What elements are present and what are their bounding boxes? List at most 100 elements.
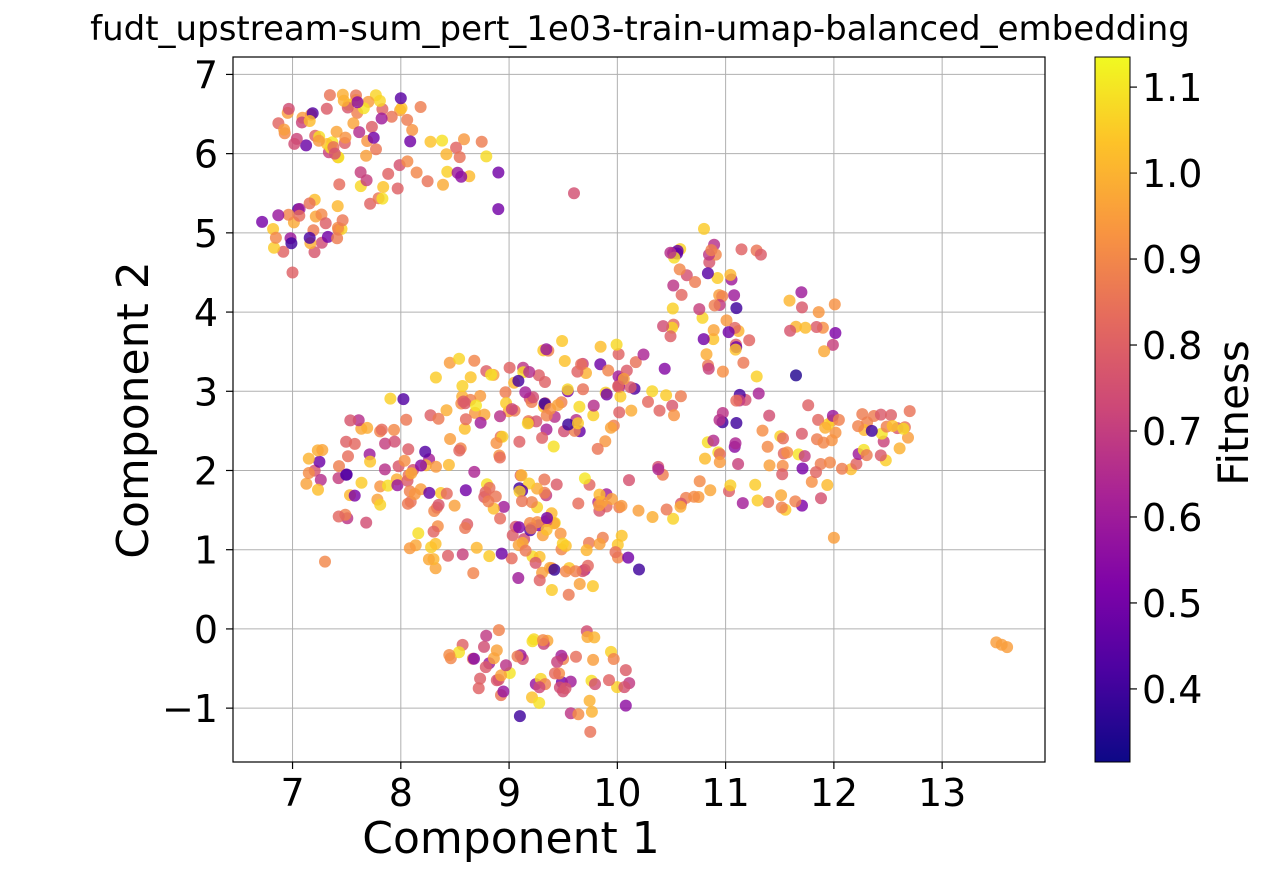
scatter-point — [775, 501, 788, 514]
scatter-point — [303, 231, 316, 244]
scatter-point — [293, 209, 306, 222]
scatter-point — [583, 694, 596, 707]
scatter-point — [540, 343, 553, 356]
scatter-point — [321, 230, 334, 243]
scatter-point — [812, 413, 825, 426]
scatter-point — [475, 135, 488, 148]
scatter-point — [667, 279, 680, 292]
scatter-point — [664, 330, 677, 343]
scatter-point — [615, 529, 628, 542]
scatter-point — [728, 289, 741, 302]
scatter-point — [513, 485, 526, 498]
scatter-point — [605, 493, 618, 505]
scatter-point — [618, 681, 631, 694]
y-axis-ticks: −1 0 1 2 3 4 5 6 7 — [162, 53, 233, 731]
chart-title: fudt_upstream-sum_pert_1e03-train-umap-b… — [90, 9, 1190, 49]
scatter-point — [545, 584, 558, 596]
scatter-point — [285, 237, 298, 250]
y-tick-label: 5 — [194, 212, 218, 256]
scatter-point — [580, 544, 593, 557]
x-tick-label: 13 — [918, 771, 966, 815]
scatter-point — [453, 646, 465, 659]
scatter-point — [401, 497, 414, 510]
scatter-point — [752, 387, 765, 400]
scatter-point — [300, 139, 313, 152]
scatter-point — [353, 126, 366, 139]
scatter-point — [548, 667, 561, 680]
scatter-point — [865, 424, 878, 437]
x-axis-label: Component 1 — [362, 813, 659, 864]
scatter-point — [388, 435, 401, 448]
scatter-point — [637, 348, 650, 361]
scatter-point — [795, 427, 808, 440]
scatter-point — [401, 113, 414, 126]
scatter-point — [497, 685, 510, 698]
scatter-point — [705, 244, 718, 257]
scatter-point — [562, 588, 575, 601]
scatter-point — [815, 492, 827, 505]
scatter-point — [652, 463, 665, 476]
scatter-point — [453, 352, 466, 365]
scatter-point — [374, 498, 387, 511]
scatter-point — [829, 327, 842, 339]
scatter-point — [600, 388, 613, 401]
scatter-point — [581, 631, 594, 643]
scatter-point — [587, 399, 600, 412]
scatter-point — [761, 440, 774, 453]
x-tick-label: 11 — [701, 771, 749, 815]
scatter-point — [551, 655, 564, 668]
scatter-point — [529, 556, 542, 569]
scatter-point — [441, 165, 454, 178]
scatter-point — [673, 263, 686, 276]
scatter-point — [360, 174, 373, 187]
scatter-point — [893, 442, 906, 455]
scatter-point — [1001, 641, 1014, 654]
scatter-point — [331, 232, 344, 245]
scatter-point — [406, 124, 419, 136]
scatter-point — [376, 192, 389, 205]
scatter-point — [702, 362, 715, 375]
scatter-point — [556, 335, 569, 347]
scatter-point — [578, 472, 591, 485]
scatter-point — [440, 487, 453, 500]
scatter-point — [593, 537, 606, 550]
scatter-point — [633, 563, 645, 576]
scatter-point — [375, 112, 388, 125]
scatter-point — [429, 562, 442, 575]
scatter-point — [328, 147, 341, 160]
scatter-point — [805, 475, 818, 488]
scatter-point — [316, 444, 329, 456]
scatter-point — [443, 649, 456, 661]
scatter-point — [589, 678, 601, 691]
colorbar-tick-label: 0.6 — [1142, 496, 1202, 540]
y-tick-label: 0 — [194, 608, 218, 652]
scatter-point — [642, 395, 654, 408]
scatter-point — [455, 170, 468, 183]
scatter-point — [874, 408, 887, 421]
scatter-point — [337, 94, 350, 107]
colorbar-tick-label: 1.1 — [1142, 66, 1202, 110]
scatter-point — [286, 266, 299, 279]
scatter-point — [903, 405, 916, 418]
scatter-point — [619, 699, 632, 712]
scatter-point — [499, 386, 512, 399]
scatter-point — [513, 521, 526, 534]
scatter-point — [610, 338, 623, 351]
colorbar-ticks: 0.4 0.5 0.6 0.7 0.8 0.9 1.0 1.1 — [1130, 66, 1202, 712]
scatter-point — [437, 178, 449, 191]
scatter-point — [456, 548, 469, 561]
scatter-point — [693, 475, 706, 488]
scatter-point — [711, 272, 724, 284]
scatter-point — [658, 362, 671, 375]
scatter-point — [459, 413, 472, 426]
scatter-point — [348, 437, 361, 450]
scatter-point — [850, 457, 863, 470]
scatter-point — [561, 383, 574, 396]
scatter-point — [483, 481, 496, 494]
scatter-point — [360, 516, 373, 529]
colorbar — [1094, 56, 1131, 763]
scatter-point — [533, 681, 546, 694]
scatter-point — [344, 414, 357, 427]
scatter-point — [653, 404, 666, 417]
